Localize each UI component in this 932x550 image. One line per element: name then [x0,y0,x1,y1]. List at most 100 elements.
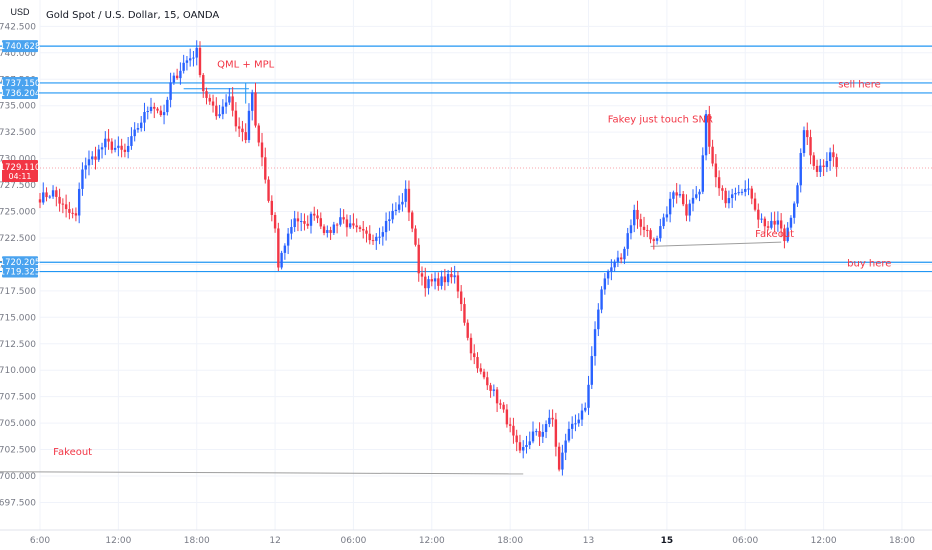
candle-body [55,190,58,197]
candle-body [675,192,678,196]
candle-body [110,141,114,150]
time-axis[interactable]: 6:00 12:00 18:00 12 06:00 12:00 18:00 13 15 06:00… [30,536,932,546]
candle-body [162,112,166,116]
candle-body [639,219,642,227]
candle-body [81,169,84,189]
candle-body [502,404,505,410]
candle-body [531,431,535,442]
candle-body [492,389,496,391]
level-price-tag [2,265,38,278]
candle-body [224,102,228,107]
price-axis[interactable]: 1742.5001740.0001737.5001735.0001732.500… [0,22,36,508]
candle-body [678,194,682,196]
candle-body [796,185,799,204]
candle-body [130,136,133,146]
candle-body [479,368,482,372]
candle-body [97,149,100,160]
candle-body [146,111,149,113]
candle-body [662,217,665,227]
candle-body [495,389,499,404]
candle-body [456,275,460,292]
candle-body [646,229,649,231]
candle-body [296,218,300,222]
candle-body [156,108,159,111]
candle-body [453,275,456,278]
candle-body [94,156,97,160]
candle-body [211,101,215,106]
y-tick-label: 1725.000 [0,208,36,218]
candle-body [51,190,55,197]
candle-body [783,228,786,242]
candle-body [182,62,185,71]
chart-title: Gold Spot / U.S. Dollar, 15, OANDA [46,10,220,21]
candle-body [734,193,737,195]
candle-body [825,161,829,168]
horizontal-levels[interactable] [0,45,932,273]
candle-body [113,147,117,150]
candle-body [71,212,74,214]
candle-body [538,431,541,437]
y-tick-label: 1712.500 [0,340,36,350]
fakeout-line-low [0,471,524,475]
candle-body [512,425,515,436]
candle-body [659,226,662,239]
candle-body [717,177,721,189]
candle-body [806,130,809,138]
candle-body [649,230,652,240]
y-tick-label: 1730.000 [0,155,36,165]
level-price-label: 1740.628 [0,42,40,52]
candle-body [270,200,274,215]
level-price-tag [2,256,38,269]
candle-body [286,233,290,246]
candle-body [564,440,567,453]
candle-body [215,105,218,117]
candle-body [508,424,512,426]
y-tick-label: 1707.500 [0,393,36,403]
candle-body [446,274,450,283]
candle-body [290,227,293,234]
candle-body [326,230,329,233]
candle-body [424,276,427,289]
candle-body [551,417,554,420]
candle-body [185,60,189,63]
candle-body [757,209,760,220]
candle-body [668,198,672,215]
candle-body [237,126,241,129]
candle-body [375,236,378,241]
candle-body [744,188,747,192]
candle-body [397,204,401,210]
candle-body [218,114,221,117]
candlesticks [38,40,838,476]
candle-body [91,156,94,160]
candle-body [264,157,267,180]
candle-body [322,226,326,233]
candle-body [384,220,388,233]
level-price-tag [2,76,38,89]
candle-body [228,96,231,103]
candle-body [600,289,603,310]
y-tick-label: 1710.000 [0,366,36,376]
candle-body [809,137,812,156]
candle-body [48,196,51,198]
candle-body [247,110,251,140]
candle-body [136,128,140,130]
candle-body [812,155,816,166]
candle-body [437,278,440,286]
candle-body [126,145,130,152]
candle-body [655,238,659,241]
candle-body [355,225,358,228]
candle-body [688,203,691,216]
candle-body [241,128,244,133]
candle-body [525,445,528,448]
candle-body [691,197,695,204]
candle-body [251,92,254,111]
candle-body [486,377,489,386]
candle-body [420,273,424,277]
candle-body [443,276,447,283]
candle-body [348,223,352,228]
y-tick-label: 1705.000 [0,419,36,429]
candle-body [64,204,68,210]
trendlines [0,241,782,475]
candle-body [832,152,835,158]
